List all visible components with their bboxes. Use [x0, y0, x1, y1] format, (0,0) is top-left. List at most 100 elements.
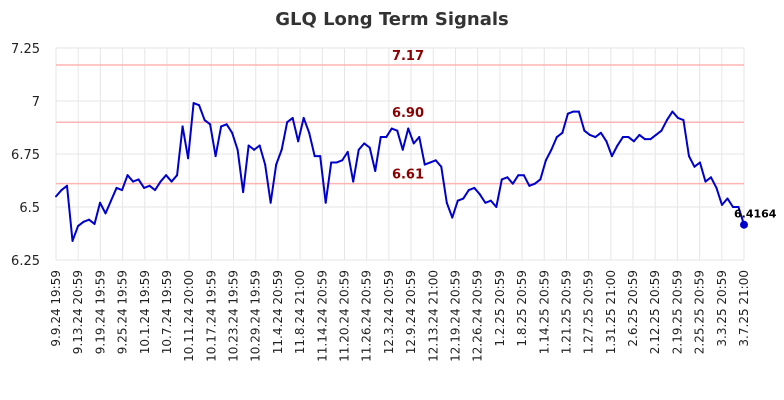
price-line-segment [583, 129, 591, 136]
price-line-segment [302, 116, 311, 134]
y-tick-label: 7 [32, 95, 40, 110]
x-axis: 9.9.24 19:59 9.13.24 20:59 9.19.24 19:59 9.… [49, 270, 751, 362]
x-tick-label: 1.2.25 20:59 [493, 270, 507, 347]
signal-level-label: 6.90 [392, 106, 424, 121]
price-line-segment [159, 174, 168, 183]
price-line-segment [275, 148, 283, 166]
price-line-segment [401, 127, 410, 151]
price-line-segment [203, 119, 212, 126]
price-line-segment [418, 136, 426, 166]
price-line-segment [148, 184, 157, 192]
y-tick-label: 6.5 [19, 201, 40, 216]
price-line-segment [66, 184, 74, 242]
price-line-segment [445, 201, 454, 219]
price-line-segment [165, 174, 173, 183]
price-line-segment [214, 125, 223, 158]
x-tick-label: 12.26.24 20:59 [471, 270, 485, 362]
price-line-segment [104, 199, 113, 215]
price-line-segment [187, 102, 195, 160]
price-line-segment [533, 178, 542, 185]
price-line-segment [704, 176, 712, 183]
x-tick-label: 1.31.25 21:00 [604, 270, 618, 354]
price-line-segment [660, 119, 668, 132]
x-tick-label: 11.4.24 20:59 [271, 270, 285, 354]
price-line-segment [137, 178, 146, 189]
price-line-segment [93, 201, 102, 225]
x-tick-label: 3.7.25 21:00 [737, 270, 751, 347]
x-tick-label: 2.6.25 20:59 [626, 270, 640, 347]
price-line-segment [352, 148, 360, 183]
price-line-segment [412, 136, 421, 145]
price-line-segment [198, 104, 206, 122]
price-line-segment [594, 131, 602, 139]
price-line-segment [126, 174, 135, 183]
price-line-segment [88, 218, 96, 225]
x-tick-label: 9.9.24 19:59 [49, 270, 63, 347]
price-line-segment [654, 129, 663, 136]
price-line-segment [539, 159, 547, 181]
x-tick-label: 9.19.24 19:59 [93, 270, 107, 354]
price-line-segment [605, 140, 613, 158]
price-line-segment [363, 142, 371, 149]
price-line-segment [280, 121, 289, 151]
price-line-segment [627, 136, 635, 143]
price-line-segment [357, 142, 366, 151]
x-tick-label: 10.1.24 19:59 [138, 270, 152, 354]
x-tick-label: 9.25.24 19:59 [116, 270, 130, 354]
price-line-segment [638, 133, 646, 141]
price-line-segment [522, 174, 531, 187]
price-line-segment [231, 131, 239, 151]
price-line-segment [209, 123, 217, 158]
price-line-segment [665, 110, 674, 122]
x-tick-label: 1.21.25 20:59 [559, 270, 573, 354]
price-line-segment [561, 112, 569, 134]
price-line-segment [368, 146, 377, 172]
price-line-segment [258, 144, 267, 166]
price-line-segment [726, 197, 734, 208]
x-tick-label: 12.9.24 20:59 [404, 270, 418, 354]
x-tick-label: 12.19.24 20:59 [448, 270, 462, 362]
price-line-segment [671, 110, 679, 119]
price-line-segment [253, 144, 261, 151]
price-line-segment [511, 174, 520, 185]
price-line-segment [610, 144, 619, 158]
price-line-segment [319, 155, 327, 204]
price-line-segment [286, 116, 294, 124]
price-line-segment [297, 116, 305, 143]
y-axis: 6.25 6.5 6.75 7 7.25 [11, 42, 40, 269]
price-line-segment [462, 189, 470, 200]
price-line-segment [121, 174, 129, 192]
price-line-segment [269, 163, 278, 204]
price-line-segment [77, 220, 85, 228]
price-line-layer [55, 102, 745, 242]
x-tick-label: 3.3.25 20:59 [715, 270, 729, 347]
x-tick-label: 11.20.24 20:59 [338, 270, 352, 362]
price-line-segment [264, 163, 272, 204]
price-line-segment [407, 127, 415, 145]
x-tick-label: 11.8.24 21:00 [293, 270, 307, 354]
signal-level-label: 7.17 [392, 49, 424, 64]
price-line-segment [291, 116, 300, 143]
x-tick-label: 9.13.24 20:59 [71, 270, 85, 354]
price-line-segment [682, 119, 690, 158]
price-line-segment [346, 150, 355, 183]
grid [55, 47, 745, 261]
price-line-segment [341, 150, 349, 162]
price-line-segment [555, 131, 564, 139]
price-line-segment [176, 125, 184, 177]
price-line-segment [489, 199, 498, 208]
x-tick-label: 11.26.24 20:59 [360, 270, 374, 362]
price-line-segment [440, 165, 448, 204]
price-line-segment [720, 197, 729, 206]
x-tick-label: 1.27.25 20:59 [582, 270, 596, 354]
price-line-segment [308, 131, 316, 158]
price-line-segment [225, 123, 234, 134]
price-line-segment [71, 225, 80, 242]
price-line-segment [616, 136, 624, 147]
price-line-segment [236, 148, 245, 194]
price-line-segment [374, 136, 382, 172]
last-value-marker-layer: 6.4164 [734, 208, 777, 229]
price-line-segment [544, 148, 553, 162]
